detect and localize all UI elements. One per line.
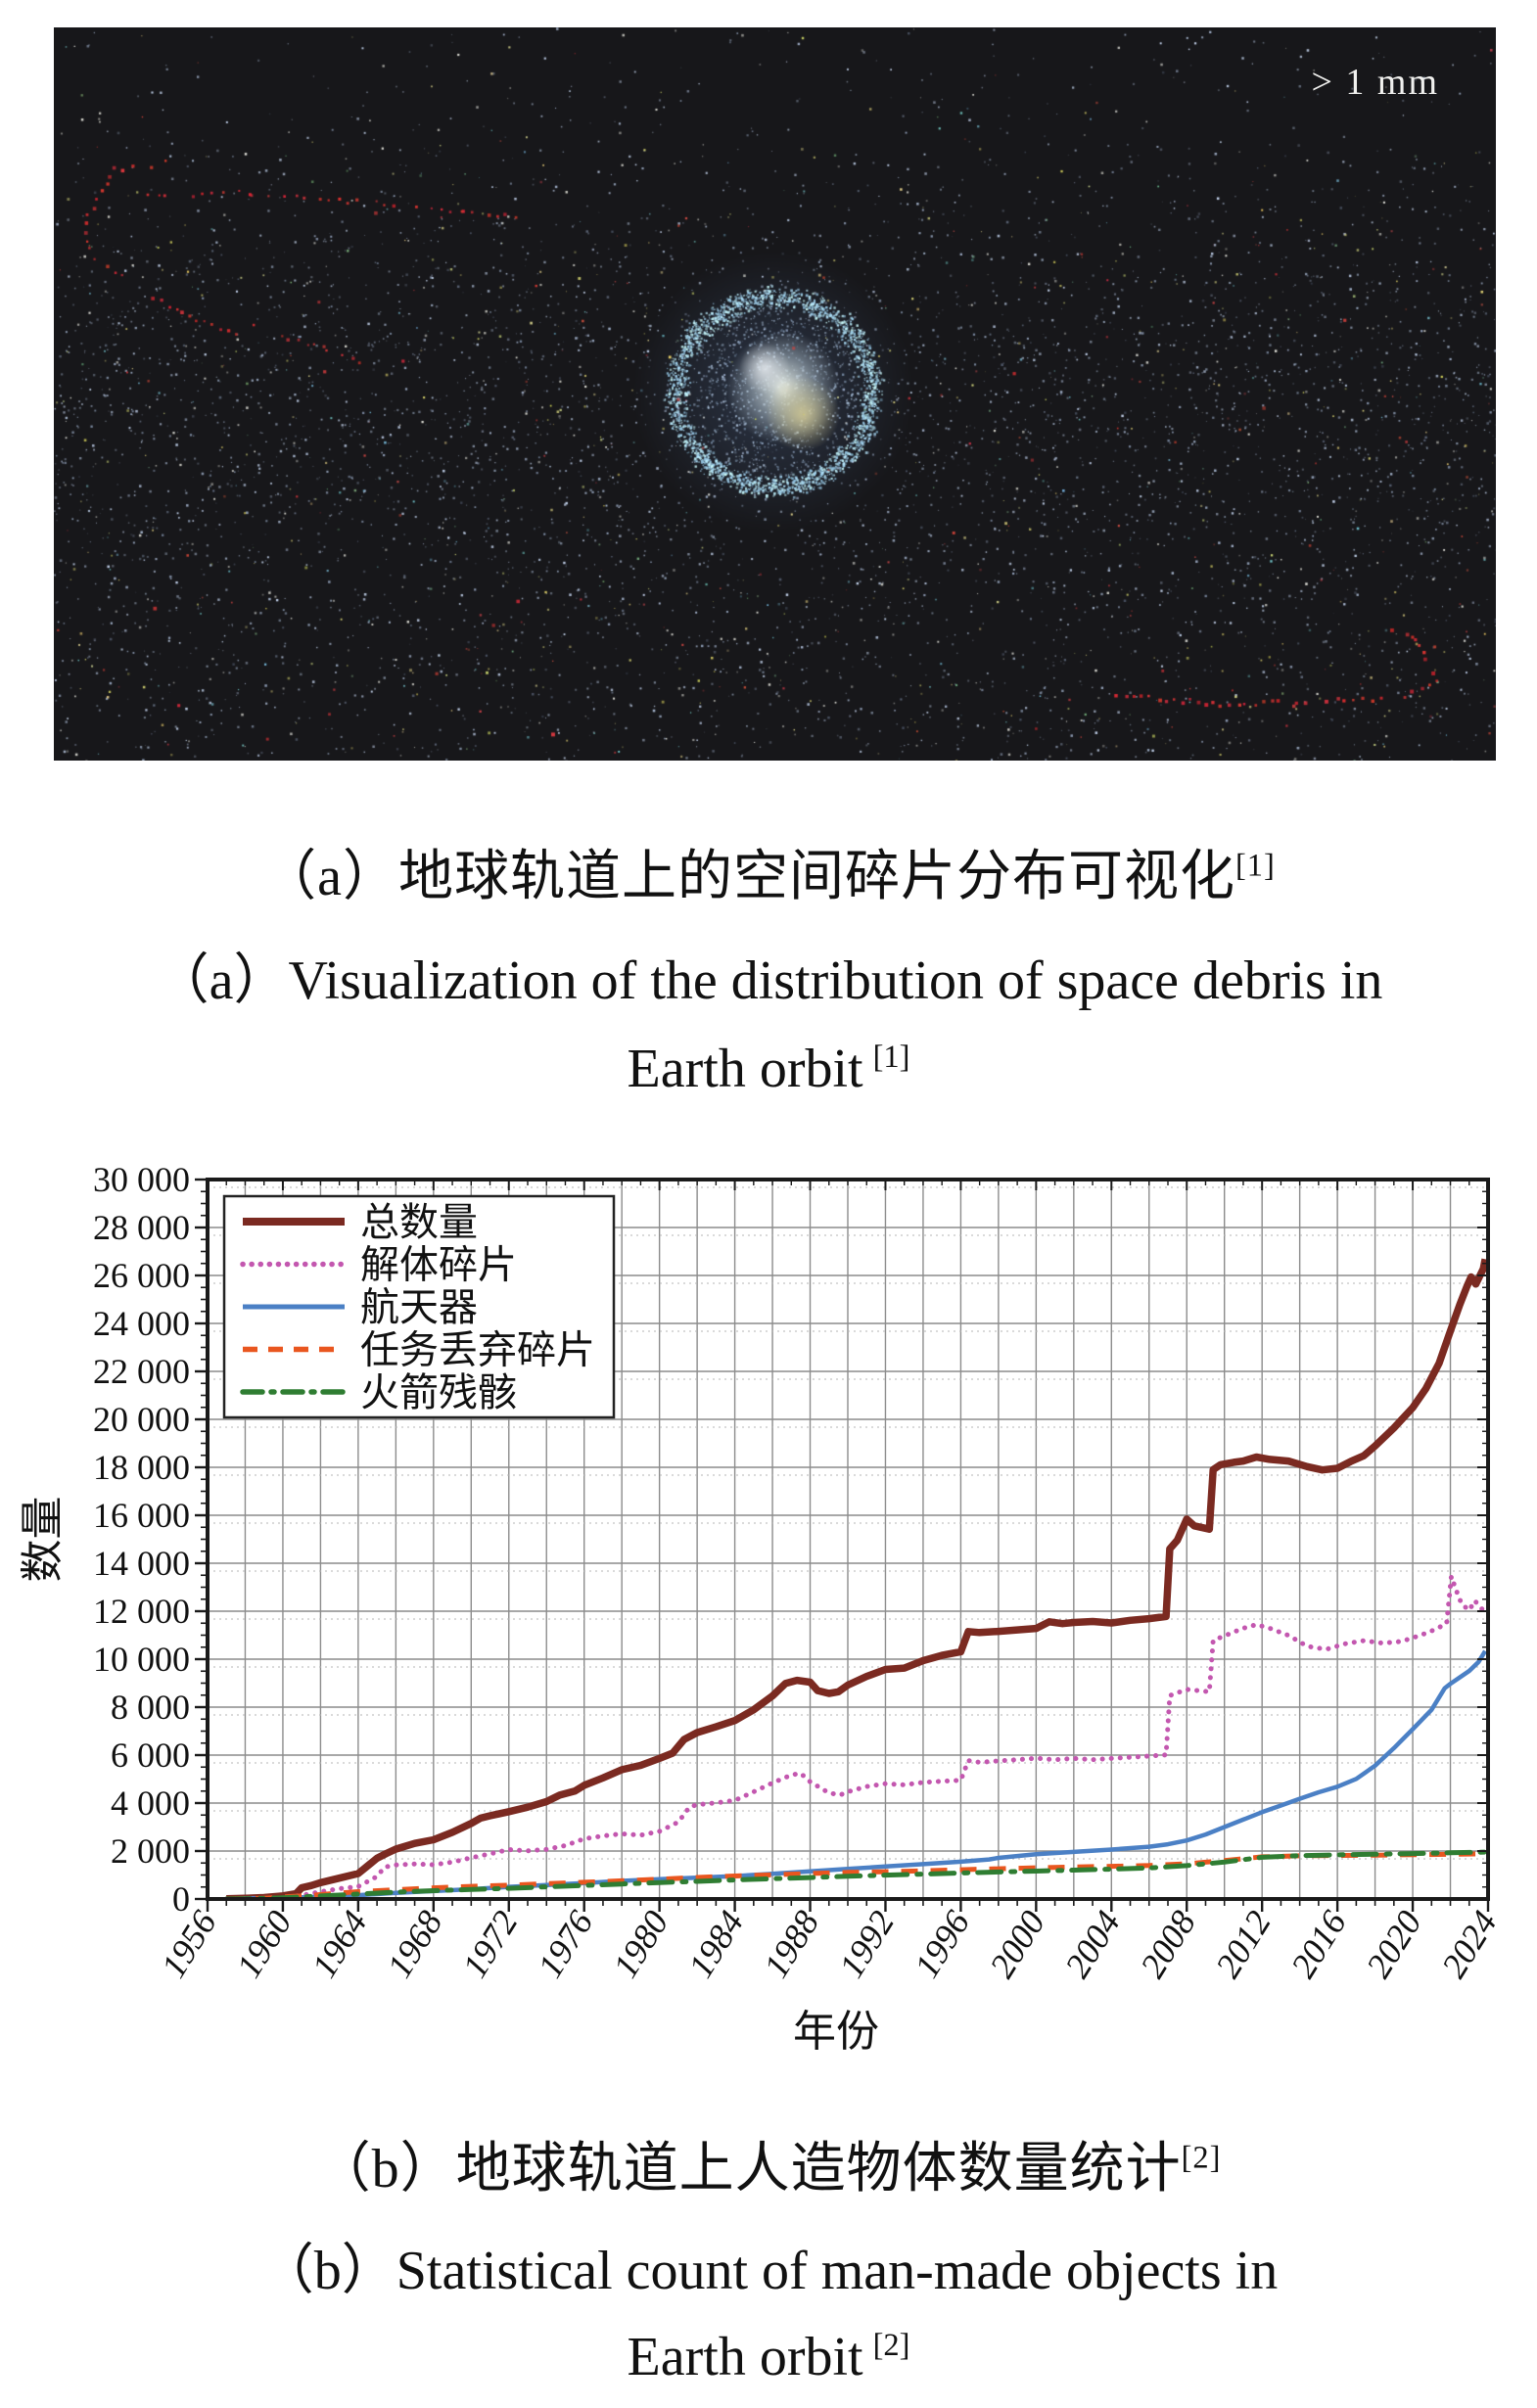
x-tick-label: 2012 — [1208, 1904, 1279, 1984]
space-debris-canvas — [54, 27, 1496, 761]
legend-label-0: 总数量 — [360, 1200, 478, 1244]
x-tick-label: 1980 — [605, 1904, 675, 1984]
x-tick-label: 2020 — [1359, 1904, 1429, 1984]
x-tick-label: 2000 — [982, 1904, 1052, 1984]
x-tick-label: 1972 — [454, 1904, 525, 1984]
series-0 — [226, 1258, 1488, 1899]
y-tick-label: 20 000 — [93, 1400, 190, 1439]
y-tick-label: 30 000 — [93, 1160, 190, 1199]
objects-count-chart: 0 2 000 4 000 6 000 8 000 10 000 12 000 14 000 1… — [19, 1160, 1505, 2056]
debris-visualization-image: > 1 mm — [54, 27, 1496, 761]
series-4 — [223, 1849, 1488, 1899]
x-tick-label: 1984 — [680, 1904, 751, 1984]
x-tick-label: 1992 — [831, 1904, 902, 1984]
caption-a-chinese: （a）地球轨道上的空间碎片分布可视化[1] — [0, 832, 1537, 911]
chart-series — [223, 1258, 1488, 1899]
x-tick-label: 1976 — [530, 1904, 600, 1984]
y-tick-label: 26 000 — [93, 1256, 190, 1295]
legend-label-2: 航天器 — [360, 1285, 478, 1329]
caption-b-chinese: （b）地球轨道上人造物体数量统计[2] — [0, 2124, 1537, 2203]
y-tick-label: 6 000 — [111, 1736, 190, 1775]
caption-b-en-ref: [2] — [872, 2328, 910, 2364]
y-tick-label: 28 000 — [93, 1208, 190, 1247]
caption-b-zh-text: （b）地球轨道上人造物体数量统计 — [315, 2139, 1182, 2200]
y-tick-label: 16 000 — [93, 1496, 190, 1535]
caption-b-zh-ref: [2] — [1181, 2140, 1222, 2176]
x-axis-title: 年份 — [793, 2008, 879, 2056]
y-tick-label: 24 000 — [93, 1304, 190, 1343]
y-tick-label: 22 000 — [93, 1352, 190, 1391]
y-tick-label: 18 000 — [93, 1448, 190, 1487]
x-tick-label: 2016 — [1283, 1904, 1354, 1984]
x-tick-label: 1968 — [380, 1904, 450, 1984]
legend-label-4: 火箭残骸 — [360, 1370, 517, 1414]
x-tick-label: 1960 — [229, 1904, 300, 1984]
caption-b-english-line1: （b）Statistical count of man-made objects… — [258, 2241, 1279, 2301]
y-tick-label: 8 000 — [111, 1688, 190, 1727]
x-tick-label: 2024 — [1434, 1904, 1505, 1984]
y-axis-title: 数量 — [19, 1497, 67, 1583]
legend-label-3: 任务丢弃碎片 — [360, 1328, 595, 1372]
caption-a-english-line1: （a）Visualization of the distribution of … — [154, 950, 1383, 1011]
y-tick-label: 14 000 — [93, 1544, 190, 1583]
y-tick-label: 10 000 — [93, 1640, 190, 1679]
x-tick-label: 1996 — [907, 1904, 977, 1984]
caption-a-en-ref: [1] — [872, 1040, 910, 1076]
y-tick-label: 0 — [172, 1879, 190, 1919]
series-1 — [223, 1574, 1488, 1899]
y-tick-label: 4 000 — [111, 1783, 190, 1823]
caption-a-english-line2: Earth orbit [1] — [627, 1039, 910, 1099]
y-tick-label: 2 000 — [111, 1831, 190, 1871]
size-threshold-label: > 1 mm — [1311, 62, 1439, 103]
caption-a-zh-ref: [1] — [1235, 848, 1276, 884]
x-tick-label: 1988 — [756, 1904, 826, 1984]
x-tick-label: 1956 — [154, 1904, 224, 1984]
x-tick-label: 1964 — [304, 1904, 375, 1984]
caption-a-zh-text: （a）地球轨道上的空间碎片分布可视化 — [261, 847, 1235, 907]
x-tick-label: 2004 — [1057, 1904, 1128, 1984]
x-tick-label: 2008 — [1133, 1904, 1203, 1984]
legend-label-1: 解体碎片 — [360, 1243, 517, 1287]
y-tick-label: 12 000 — [93, 1592, 190, 1631]
caption-b-english-line2: Earth orbit [2] — [627, 2327, 910, 2387]
